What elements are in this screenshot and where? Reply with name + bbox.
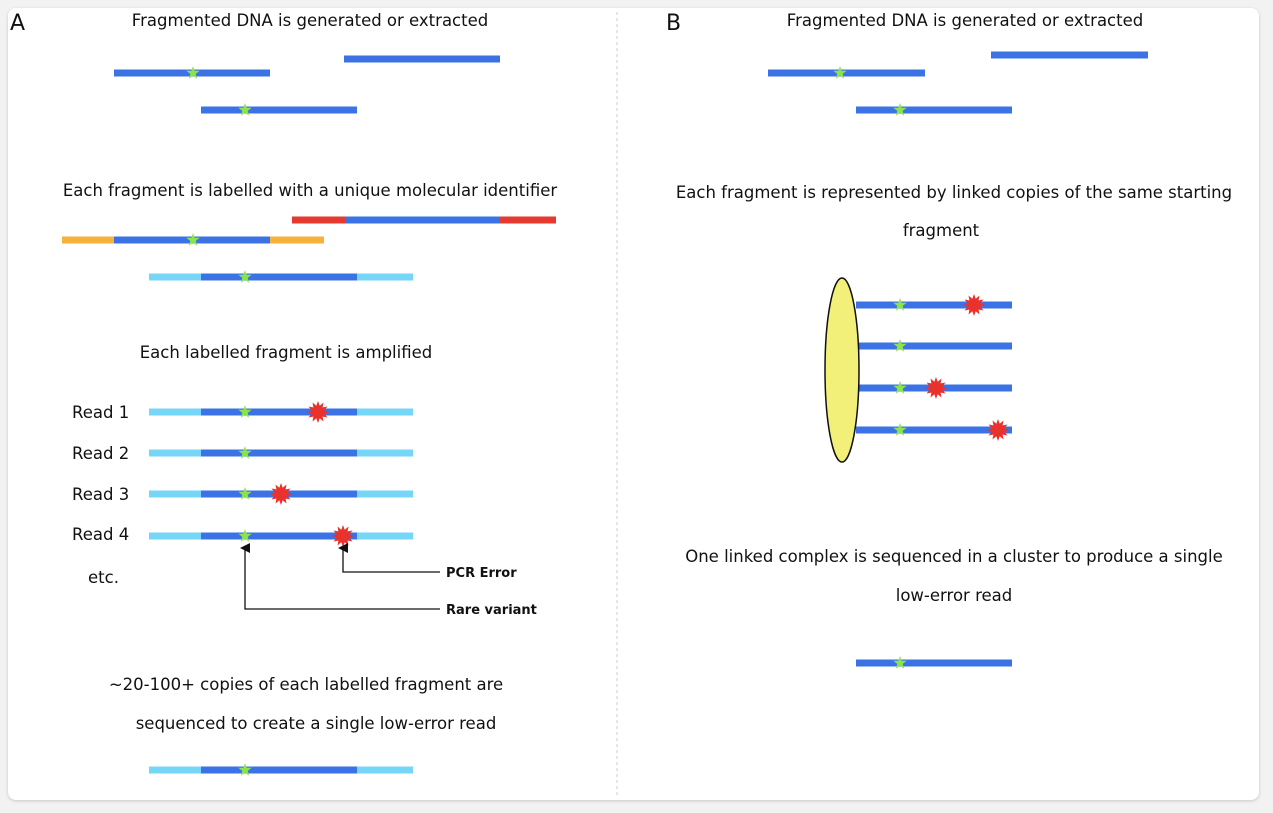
rare-variant-star-icon bbox=[238, 487, 252, 500]
figure-frame: A Fragmented DNA is generated or extract… bbox=[8, 8, 1259, 800]
rare-variant-arrow bbox=[240, 543, 440, 610]
rare-variant-star-icon bbox=[238, 446, 252, 459]
panel-b-step3-line2: low-error read bbox=[896, 586, 1012, 605]
read-label: Read 4 bbox=[72, 525, 129, 544]
read-label: etc. bbox=[88, 568, 119, 587]
panel-a-step4-line2: sequenced to create a single low-error r… bbox=[136, 714, 497, 733]
annotation-arrows: PCR Error Rare variant bbox=[240, 543, 537, 618]
read-2 bbox=[149, 446, 413, 459]
panel-a-label: A bbox=[10, 11, 25, 36]
rare-variant-star-icon bbox=[893, 298, 907, 311]
read-1 bbox=[149, 401, 413, 423]
pcr-error-burst-icon bbox=[332, 525, 354, 547]
rare-variant-star-icon bbox=[238, 103, 252, 116]
rare-variant-star-icon bbox=[893, 339, 907, 352]
read-label: Read 3 bbox=[72, 485, 129, 504]
panel-a-step3-text: Each labelled fragment is amplified bbox=[140, 343, 433, 362]
panel-b-step2-line1: Each fragment is represented by linked c… bbox=[676, 183, 1232, 202]
rare-variant-star-icon bbox=[186, 233, 200, 246]
pcr-error-burst-icon bbox=[987, 419, 1009, 441]
panel-a-reads: Read 1 Read 2 Read 3 Read 4 etc. bbox=[72, 401, 413, 587]
rare-variant-star-icon bbox=[238, 529, 252, 542]
pcr-error-label: PCR Error bbox=[446, 566, 517, 581]
rare-variant-star-icon bbox=[833, 66, 847, 79]
panel-b-consensus-read bbox=[856, 656, 1012, 669]
panel-a: A Fragmented DNA is generated or extract… bbox=[10, 11, 557, 776]
read-4 bbox=[149, 525, 413, 547]
rare-variant-label: Rare variant bbox=[446, 603, 537, 618]
pcr-error-burst-icon bbox=[270, 483, 292, 505]
panel-a-labelled-fragments bbox=[62, 216, 556, 283]
panel-a-step4-line1: ~20-100+ copies of each labelled fragmen… bbox=[109, 675, 503, 694]
rare-variant-star-icon bbox=[893, 656, 907, 669]
read-label: Read 2 bbox=[72, 444, 129, 463]
panel-a-consensus-read bbox=[149, 763, 413, 776]
panel-b-fragments bbox=[768, 51, 1148, 116]
dna-sequencing-diagram: A Fragmented DNA is generated or extract… bbox=[10, 11, 1232, 796]
pcr-error-burst-icon bbox=[925, 377, 947, 399]
panel-b-label: B bbox=[666, 11, 681, 36]
rare-variant-star-icon bbox=[893, 423, 907, 436]
read-3 bbox=[149, 483, 413, 505]
pcr-error-burst-icon bbox=[963, 294, 985, 316]
linker-bead-icon bbox=[824, 277, 860, 463]
pcr-error-arrow bbox=[338, 543, 440, 573]
panel-a-fragments bbox=[114, 55, 500, 116]
panel-b-step2-line2: fragment bbox=[903, 221, 980, 240]
rare-variant-star-icon bbox=[238, 405, 252, 418]
panel-b-step3-line1: One linked complex is sequenced in a clu… bbox=[685, 547, 1223, 566]
panel-a-step2-text: Each fragment is labelled with a unique … bbox=[63, 181, 558, 200]
panel-b: B Fragmented DNA is generated or extract… bbox=[666, 11, 1232, 669]
rare-variant-star-icon bbox=[893, 103, 907, 116]
rare-variant-star-icon bbox=[238, 270, 252, 283]
rare-variant-star-icon bbox=[186, 66, 200, 79]
pcr-error-burst-icon bbox=[307, 401, 329, 423]
panel-a-step1-text: Fragmented DNA is generated or extracted bbox=[132, 11, 488, 30]
panel-b-step1-text: Fragmented DNA is generated or extracted bbox=[787, 11, 1143, 30]
read-label: Read 1 bbox=[72, 403, 129, 422]
rare-variant-star-icon bbox=[893, 381, 907, 394]
rare-variant-star-icon bbox=[238, 763, 252, 776]
linked-complex bbox=[824, 277, 1012, 463]
